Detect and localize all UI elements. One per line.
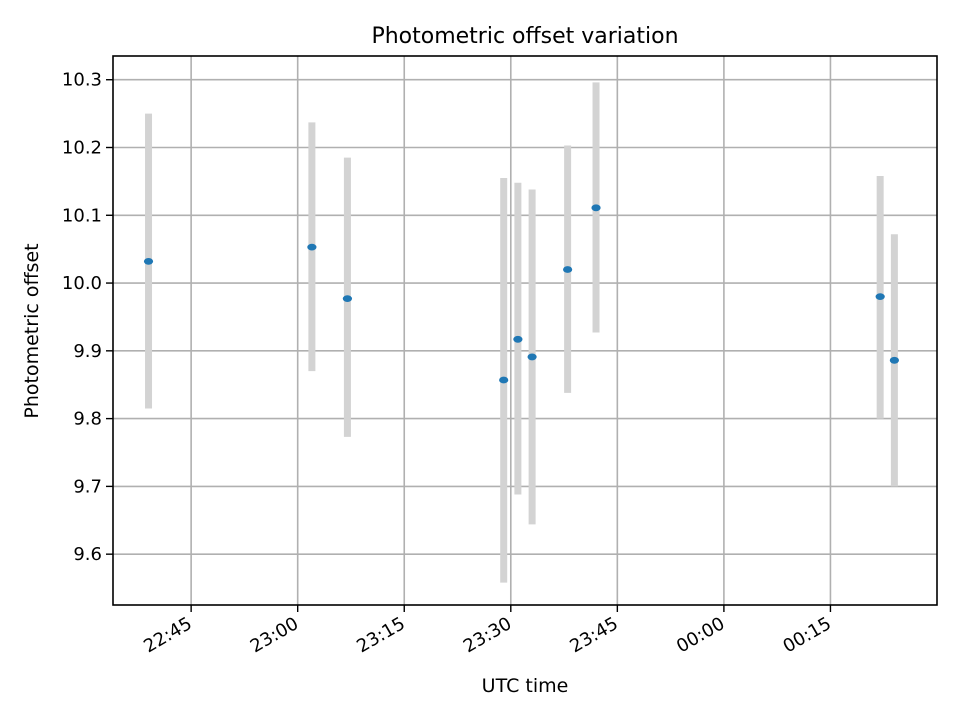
data-point xyxy=(307,243,317,251)
y-tick-label: 9.9 xyxy=(73,341,102,362)
data-point xyxy=(143,257,154,265)
data-point xyxy=(527,353,537,361)
y-tick-label: 10.3 xyxy=(62,70,102,91)
data-point xyxy=(591,204,601,212)
y-axis-label: Photometric offset xyxy=(21,243,43,418)
x-tick-label: 23:30 xyxy=(460,613,515,657)
plot-frame xyxy=(112,55,938,606)
data-point xyxy=(875,293,885,301)
x-tick-label: 23:45 xyxy=(566,613,621,657)
x-tick-label: 23:15 xyxy=(353,613,408,657)
grid-layer xyxy=(113,56,937,605)
errorbar-layer xyxy=(145,82,898,583)
y-tick-label: 9.8 xyxy=(73,409,102,430)
data-point xyxy=(499,376,509,384)
data-point xyxy=(342,295,353,303)
x-tick-label: 23:00 xyxy=(247,613,302,657)
x-tick-label: 00:00 xyxy=(673,613,728,657)
data-point xyxy=(889,356,899,364)
data-point xyxy=(513,335,523,343)
x-tick-label: 22:45 xyxy=(140,613,195,657)
chart-title: Photometric offset variation xyxy=(371,24,678,49)
data-point xyxy=(563,266,573,273)
y-tick-label: 10.2 xyxy=(62,138,102,159)
point-layer xyxy=(143,204,899,384)
x-axis-label: UTC time xyxy=(482,675,569,697)
x-tick-label: 00:15 xyxy=(780,613,835,657)
axes-layer: 22:45 23:00 23:15 23:30 23:45 00:00 00:15 9.6 9.… xyxy=(62,55,938,657)
y-tick-label: 9.7 xyxy=(73,476,102,497)
y-tick-label: 9.6 xyxy=(73,544,102,565)
y-tick-label: 10.0 xyxy=(62,273,102,294)
y-tick-label: 10.1 xyxy=(62,205,102,226)
